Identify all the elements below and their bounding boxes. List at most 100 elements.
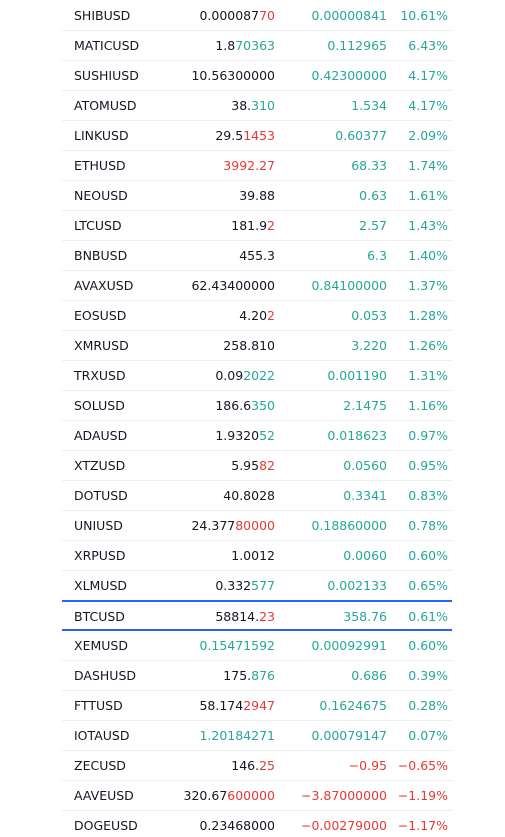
ticker-row[interactable]: DOGEUSD 0.23468000 −0.00279000 −1.17% <box>62 811 452 837</box>
change-percent: 0.07% <box>408 728 448 743</box>
ticker-row[interactable]: SUSHIUSD 10.56300000 0.42300000 4.17% <box>62 61 452 91</box>
change-percent: 1.43% <box>408 218 448 233</box>
change-percent: 6.43% <box>408 38 448 53</box>
ticker-row[interactable]: BTCUSD 58814.23 358.76 0.61% <box>62 600 452 631</box>
change: 2.1475 <box>343 398 387 413</box>
ticker-row[interactable]: IOTAUSD 1.20184271 0.00079147 0.07% <box>62 721 452 751</box>
change: 68.33 <box>351 158 387 173</box>
price-part: 1.20184271 <box>199 728 275 743</box>
last-price: 1.932052 <box>215 421 275 450</box>
ticker-row[interactable]: XEMUSD 0.15471592 0.00092991 0.60% <box>62 631 452 661</box>
symbol: XTZUSD <box>74 458 126 473</box>
symbol: TRXUSD <box>74 368 126 383</box>
symbol: XLMUSD <box>74 578 128 593</box>
last-price: 1.870363 <box>215 31 275 60</box>
price-part: 1.9320 <box>215 428 260 443</box>
price-part: 2947 <box>243 698 275 713</box>
price-part: 310 <box>251 98 275 113</box>
price-part: 0.000087 <box>199 8 260 23</box>
last-price: 58.1742947 <box>199 691 275 720</box>
change: −0.95 <box>348 758 387 773</box>
change: 0.018623 <box>327 428 387 443</box>
change: 0.002133 <box>327 578 387 593</box>
last-price: 181.92 <box>231 211 275 240</box>
last-price: 1.0012 <box>231 541 275 570</box>
ticker-row[interactable]: ETHUSD 3992.27 68.33 1.74% <box>62 151 452 181</box>
price-part: 58814. <box>215 609 260 624</box>
ticker-row[interactable]: NEOUSD 39.88 0.63 1.61% <box>62 181 452 211</box>
price-part: 577 <box>251 578 275 593</box>
price-part: 5.95 <box>231 458 260 473</box>
last-price: 175.876 <box>223 661 275 690</box>
price-part: 2 <box>267 308 275 323</box>
change-percent: 4.17% <box>408 98 448 113</box>
last-price: 40.8028 <box>223 481 275 510</box>
ticker-row[interactable]: BNBUSD 455.3 6.3 1.40% <box>62 241 452 271</box>
ticker-row[interactable]: AVAXUSD 62.43400000 0.84100000 1.37% <box>62 271 452 301</box>
ticker-row[interactable]: XRPUSD 1.0012 0.0060 0.60% <box>62 541 452 571</box>
ticker-row[interactable]: ADAUSD 1.932052 0.018623 0.97% <box>62 421 452 451</box>
change: 0.00092991 <box>311 638 387 653</box>
change-percent: 10.61% <box>400 8 448 23</box>
change: 0.42300000 <box>311 68 387 83</box>
symbol: FTTUSD <box>74 698 123 713</box>
ticker-row[interactable]: SOLUSD 186.6350 2.1475 1.16% <box>62 391 452 421</box>
last-price: 3992.27 <box>223 151 275 180</box>
symbol: AAVEUSD <box>74 788 134 803</box>
symbol: AVAXUSD <box>74 278 134 293</box>
ticker-row[interactable]: ATOMUSD 38.310 1.534 4.17% <box>62 91 452 121</box>
ticker-row[interactable]: XMRUSD 258.810 3.220 1.26% <box>62 331 452 361</box>
change-percent: −1.17% <box>397 818 448 833</box>
price-part: 1.8 <box>215 38 236 53</box>
ticker-row[interactable]: XLMUSD 0.332577 0.002133 0.65% <box>62 571 452 601</box>
last-price: 455.3 <box>239 241 275 270</box>
price-part: 25 <box>259 758 275 773</box>
price-part: 39.88 <box>239 188 275 203</box>
ticker-row[interactable]: AAVEUSD 320.67600000 −3.87000000 −1.19% <box>62 781 452 811</box>
price-part: 320.67 <box>183 788 228 803</box>
symbol: XRPUSD <box>74 548 126 563</box>
last-price: 29.51453 <box>215 121 275 150</box>
ticker-row[interactable]: TRXUSD 0.092022 0.001190 1.31% <box>62 361 452 391</box>
ticker-row[interactable]: SHIBUSD 0.00008770 0.00000841 10.61% <box>62 1 452 31</box>
symbol: MATICUSD <box>74 38 140 53</box>
price-part: 3992.27 <box>223 158 275 173</box>
ticker-row[interactable]: XTZUSD 5.9582 0.0560 0.95% <box>62 451 452 481</box>
ticker-row[interactable]: LINKUSD 29.51453 0.60377 2.09% <box>62 121 452 151</box>
last-price: 5.9582 <box>231 451 275 480</box>
change: 0.18860000 <box>311 518 387 533</box>
price-part: 186.6 <box>215 398 252 413</box>
ticker-row[interactable]: LTCUSD 181.92 2.57 1.43% <box>62 211 452 241</box>
last-price: 0.23468000 <box>199 811 275 837</box>
change: 358.76 <box>343 609 387 624</box>
price-part: 0.15471592 <box>199 638 275 653</box>
price-part: 146. <box>231 758 260 773</box>
symbol: DOGEUSD <box>74 818 138 833</box>
symbol: ZECUSD <box>74 758 126 773</box>
change-percent: 0.39% <box>408 668 448 683</box>
price-part: 80000 <box>235 518 275 533</box>
change: 0.84100000 <box>311 278 387 293</box>
ticker-row[interactable]: ZECUSD 146.25 −0.95 −0.65% <box>62 751 452 781</box>
ticker-row[interactable]: UNIUSD 24.37780000 0.18860000 0.78% <box>62 511 452 541</box>
change-percent: 1.37% <box>408 278 448 293</box>
symbol: LINKUSD <box>74 128 129 143</box>
symbol: XEMUSD <box>74 638 128 653</box>
change-percent: 1.74% <box>408 158 448 173</box>
change-percent: 1.26% <box>408 338 448 353</box>
price-part: 70363 <box>235 38 275 53</box>
change-percent: 4.17% <box>408 68 448 83</box>
price-part: 58.174 <box>199 698 244 713</box>
price-part: 52 <box>259 428 275 443</box>
ticker-row[interactable]: EOSUSD 4.202 0.053 1.28% <box>62 301 452 331</box>
ticker-row[interactable]: FTTUSD 58.1742947 0.1624675 0.28% <box>62 691 452 721</box>
change: 0.686 <box>351 668 387 683</box>
change: 0.00079147 <box>311 728 387 743</box>
ticker-row[interactable]: DASHUSD 175.876 0.686 0.39% <box>62 661 452 691</box>
last-price: 0.00008770 <box>199 1 275 30</box>
last-price: 39.88 <box>239 181 275 210</box>
ticker-row[interactable]: DOTUSD 40.8028 0.3341 0.83% <box>62 481 452 511</box>
change-percent: 1.61% <box>408 188 448 203</box>
ticker-row[interactable]: MATICUSD 1.870363 0.112965 6.43% <box>62 31 452 61</box>
